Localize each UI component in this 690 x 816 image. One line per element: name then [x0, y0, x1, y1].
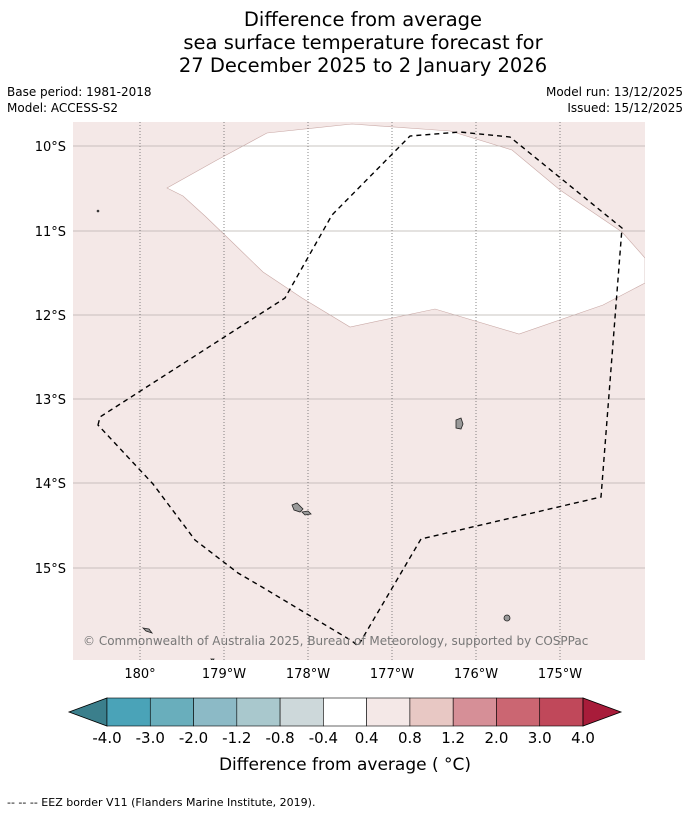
- colorbar-segment: [452, 697, 497, 727]
- issued-date: Issued: 15/12/2025: [567, 101, 683, 115]
- colorbar-tick-label: 4.0: [571, 729, 595, 747]
- model-run: Model run: 13/12/2025: [545, 85, 683, 99]
- colorbar-tick-label: -0.8: [265, 729, 294, 747]
- colorbar-segment: [149, 697, 194, 727]
- colorbar-segment: [279, 697, 324, 727]
- neutral-anomaly-region: [166, 123, 645, 335]
- lat-label-10s: 10°S: [35, 140, 66, 155]
- meta-right: Model run: 13/12/2025 Issued: 15/12/2025: [546, 84, 683, 116]
- base-period: Base period: 1981-2018: [7, 85, 152, 99]
- colorbar-extend-high: [582, 697, 623, 727]
- lat-label-13s: 13°S: [35, 393, 66, 408]
- model-name: Model: ACCESS-S2: [7, 101, 119, 115]
- lat-label-15s: 15°S: [35, 562, 66, 577]
- lat-label-12s: 12°S: [35, 309, 66, 324]
- lon-labels: 180° 179°W 178°W 177°W 176°W 175°W: [124, 667, 582, 682]
- colorbar-segment: [539, 697, 584, 727]
- colorbar-segment: [193, 697, 238, 727]
- colorbar-segment: [106, 697, 151, 727]
- colorbar-tick-label: -1.2: [222, 729, 251, 747]
- title-line-3: 27 December 2025 to 2 January 2026: [178, 54, 548, 77]
- colorbar-tick-label: -3.0: [136, 729, 165, 747]
- lon-label-178w: 178°W: [286, 667, 330, 682]
- meta-left: Base period: 1981-2018 Model: ACCESS-S2: [7, 84, 152, 116]
- colorbar-segment: [366, 697, 411, 727]
- islands: [96, 209, 511, 660]
- lat-labels: 10°S 11°S 12°S 13°S 14°S 15°S: [35, 140, 66, 577]
- colorbar-tick-label: -4.0: [92, 729, 121, 747]
- map-area: © Commonwealth of Australia 2025, Bureau…: [73, 122, 645, 660]
- lat-label-11s: 11°S: [35, 225, 66, 240]
- island-west-main: [291, 502, 304, 513]
- island-southwest: [141, 627, 154, 634]
- colorbar-tick-label: 2.0: [485, 729, 509, 747]
- island-west-small: [301, 510, 312, 516]
- lat-label-14s: 14°S: [35, 477, 66, 492]
- lon-label-179w: 179°W: [202, 667, 246, 682]
- colorbar-extend-low: [67, 697, 108, 727]
- colorbar-segment: [236, 697, 281, 727]
- lon-label-177w: 177°W: [370, 667, 414, 682]
- lat-gridlines: [73, 145, 645, 569]
- colorbar: -4.0 -3.0 -2.0 -1.2 -0.8 -0.4 0.4 0.8 1.2 2.0 3.0 4…: [67, 697, 623, 747]
- island-south: [503, 614, 511, 622]
- colorbar-tick-label: 1.2: [441, 729, 465, 747]
- eez-footnote: -- -- -- EEZ border V11 (Flanders Marine…: [7, 796, 316, 809]
- islet-northwest: [96, 209, 100, 213]
- colorbar-title: Difference from average ( °C): [218, 755, 472, 775]
- colorbar-tick-label: 0.4: [355, 729, 379, 747]
- colorbar-segment: [323, 697, 367, 727]
- lon-label-175w: 175°W: [538, 667, 582, 682]
- colorbar-tick-label: 3.0: [528, 729, 552, 747]
- colorbar-tick-label: -2.0: [179, 729, 208, 747]
- lon-label-176w: 176°W: [454, 667, 498, 682]
- island-east: [455, 417, 464, 430]
- islet-south-edge: [210, 658, 215, 660]
- title-line-2: sea surface temperature forecast for: [183, 31, 543, 54]
- lon-label-180: 180°: [124, 667, 155, 682]
- eez-border: [97, 131, 623, 648]
- colorbar-segment: [496, 697, 541, 727]
- colorbar-segment: [409, 697, 454, 727]
- map-credit: © Commonwealth of Australia 2025, Bureau…: [83, 634, 588, 648]
- colorbar-tick-label: -0.4: [309, 729, 338, 747]
- map-title: Difference from average sea surface temp…: [0, 8, 690, 77]
- colorbar-tick-label: 0.8: [398, 729, 422, 747]
- title-line-1: Difference from average: [243, 8, 483, 31]
